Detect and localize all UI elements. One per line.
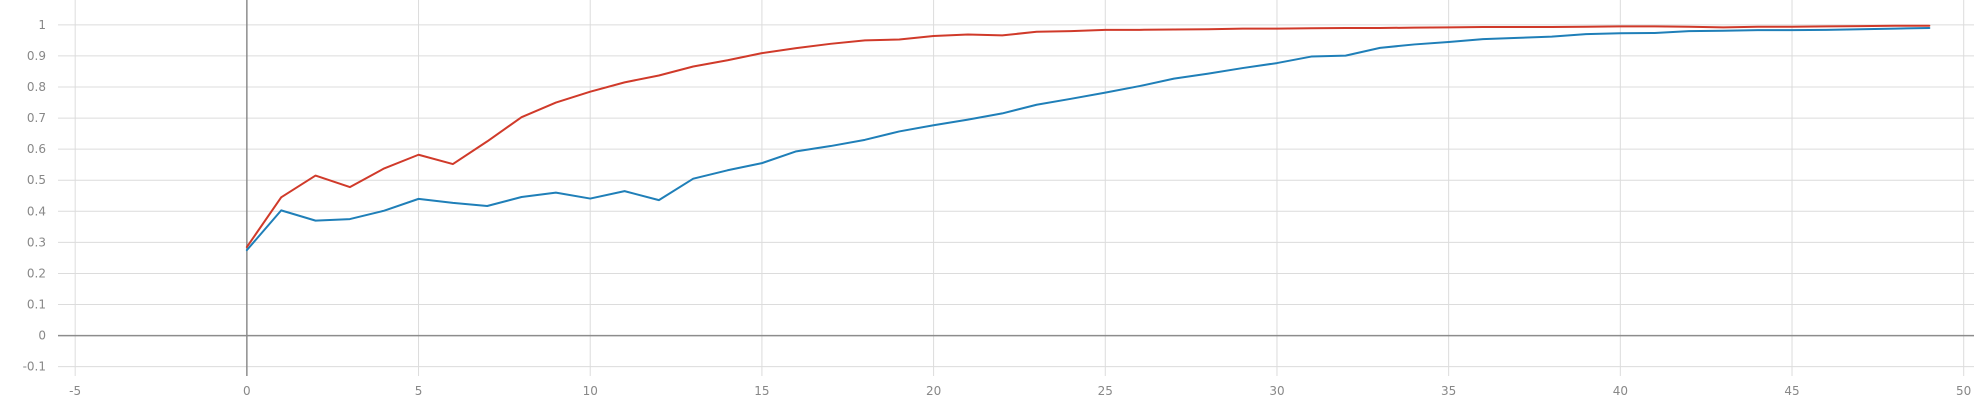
y-tick-label: 0.9 <box>27 49 46 63</box>
y-tick-label: 0.1 <box>27 298 46 312</box>
y-tick-label: 0.2 <box>27 266 46 280</box>
y-tick-label: 0.8 <box>27 80 46 94</box>
y-tick-label: 0.5 <box>27 173 46 187</box>
grid <box>58 0 1974 376</box>
x-tick-label: 15 <box>754 384 769 398</box>
x-tick-label: 10 <box>583 384 598 398</box>
series-lines <box>245 24 1931 252</box>
y-tick-label: 0.6 <box>27 142 46 156</box>
x-tick-label: 5 <box>415 384 423 398</box>
y-tick-label: 0.3 <box>27 235 46 249</box>
y-tick-label: -0.1 <box>23 360 46 374</box>
x-tick-label: 0 <box>243 384 251 398</box>
x-tick-label: 25 <box>1098 384 1113 398</box>
axes <box>58 0 1974 376</box>
series-line-1 <box>245 24 1931 249</box>
x-tick-label: -5 <box>69 384 81 398</box>
y-tick-label: 1 <box>38 18 46 32</box>
tick-labels: -0.1 0 0.1 0.2 0.3 0.4 0.5 0.6 0.7 0.8 0.9 1 -5 0 5 10 1… <box>23 18 1972 398</box>
x-tick-label: 35 <box>1441 384 1456 398</box>
x-tick-label: 40 <box>1613 384 1628 398</box>
x-tick-label: 50 <box>1956 384 1971 398</box>
series-line-2 <box>245 26 1931 252</box>
x-tick-label: 30 <box>1269 384 1284 398</box>
x-tick-label: 45 <box>1784 384 1799 398</box>
y-tick-label: 0.4 <box>27 204 46 218</box>
y-tick-label: 0.7 <box>27 111 46 125</box>
x-tick-label: 20 <box>926 384 941 398</box>
y-tick-label: 0 <box>38 329 46 343</box>
